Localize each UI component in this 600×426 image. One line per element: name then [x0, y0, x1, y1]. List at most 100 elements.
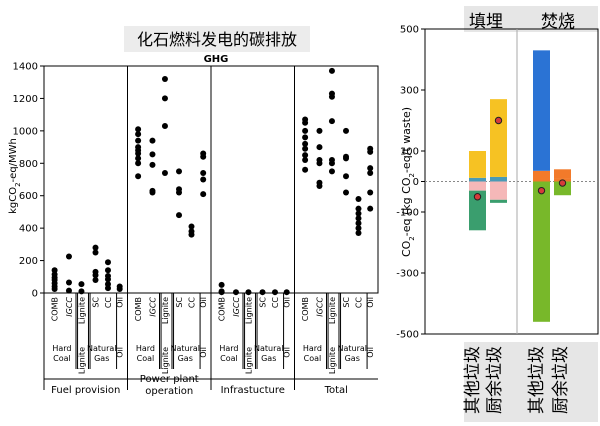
- group-label-gas: Gas: [345, 354, 360, 363]
- chart-subtitle: GHG: [204, 54, 229, 65]
- data-point: [135, 150, 142, 157]
- group-label-lignite: Lignite: [161, 347, 170, 374]
- data-point: [104, 259, 111, 266]
- y-tick-label: 1000: [13, 126, 38, 137]
- data-point: [135, 137, 142, 144]
- group-label-hard: Hard: [219, 344, 238, 353]
- group-label-natural: Natural: [170, 344, 200, 353]
- y-tick-label: -100: [396, 208, 419, 219]
- y-axis-label: CO2-eq (kg CO2-eq/t waste): [400, 107, 416, 257]
- group-label-hard: Hard: [52, 344, 71, 353]
- chart-title: 化石燃料发电的碳排放: [137, 30, 297, 49]
- data-point: [355, 215, 362, 222]
- category-tick-label: IGCC: [148, 297, 157, 317]
- data-point: [302, 166, 309, 173]
- data-point: [343, 173, 350, 180]
- data-point: [104, 285, 111, 292]
- category-tick-label: SC: [175, 297, 184, 308]
- group-label-natural: Natural: [337, 344, 367, 353]
- data-point: [232, 289, 239, 296]
- group-label-incineration: 焚烧: [541, 12, 575, 32]
- category-label: 厨余垃圾: [551, 346, 571, 414]
- data-point: [200, 170, 207, 177]
- category-tick-label: Oil: [116, 297, 125, 308]
- data-point: [78, 281, 85, 288]
- data-point: [316, 127, 323, 134]
- data-point: [200, 176, 207, 183]
- data-point: [343, 127, 350, 134]
- net-value-marker: [494, 116, 503, 125]
- y-tick-label: -500: [396, 330, 419, 341]
- category-tick-label: COMB: [51, 297, 60, 321]
- category-label: 其他垃圾: [527, 346, 547, 414]
- data-point: [135, 160, 142, 167]
- data-point: [316, 160, 323, 167]
- data-point: [259, 289, 266, 296]
- stack-segment: [533, 50, 550, 171]
- data-point: [343, 155, 350, 162]
- data-point: [302, 145, 309, 152]
- data-point: [78, 288, 85, 295]
- title-box: [124, 26, 310, 52]
- group-label-hard: Hard: [303, 344, 322, 353]
- category-tick-label: Oil: [283, 297, 292, 308]
- data-point: [302, 119, 309, 126]
- data-point: [200, 191, 207, 198]
- group-label-coal: Coal: [137, 354, 155, 363]
- stack-segment: [490, 199, 507, 203]
- data-point: [135, 173, 142, 180]
- data-point: [355, 220, 362, 227]
- data-point: [92, 277, 99, 284]
- group-label-gas: Gas: [94, 354, 109, 363]
- category-tick-label: Lignite: [244, 297, 253, 324]
- stack-segment: [469, 181, 486, 191]
- group-label-coal: Coal: [53, 354, 71, 363]
- category-label: 其他垃圾: [463, 346, 483, 414]
- data-point: [116, 285, 123, 292]
- data-point: [161, 75, 168, 82]
- data-point: [355, 225, 362, 232]
- y-axis-label: kgCO2-eq/MWh: [8, 138, 22, 214]
- group-label-landfill: 填埋: [469, 12, 503, 32]
- stack-segment: [469, 177, 486, 182]
- group-label-natural: Natural: [254, 344, 284, 353]
- net-value-marker: [558, 179, 567, 187]
- group-label-lignite: Lignite: [77, 347, 86, 374]
- data-point: [65, 253, 72, 260]
- group-label-lignite: Lignite: [328, 347, 337, 374]
- data-point: [65, 287, 72, 294]
- category-label: 厨余垃圾: [485, 346, 505, 414]
- data-point: [302, 134, 309, 141]
- category-tick-label: CC: [271, 297, 280, 309]
- data-point: [328, 118, 335, 125]
- stack-segment: [554, 169, 571, 179]
- y-tick-label: 500: [400, 25, 419, 36]
- y-tick-label: 1200: [13, 94, 38, 105]
- waste-co2-bar-chart: 填埋 焚烧 CO2-eq (kg CO2-eq/t waste) 500 300 1…: [396, 6, 599, 422]
- y-tick-label: 200: [19, 256, 38, 267]
- net-value-marker: [537, 186, 546, 195]
- data-point: [176, 212, 183, 219]
- group-label-oil: Oil: [199, 347, 208, 358]
- data-point: [328, 67, 335, 74]
- data-point: [355, 205, 362, 212]
- group-label-hard: Hard: [136, 344, 155, 353]
- stack-segment: [554, 181, 571, 196]
- data-point: [92, 249, 99, 256]
- panel-label: Power plant operation: [140, 374, 199, 397]
- data-point: [200, 153, 207, 160]
- data-point: [283, 289, 290, 296]
- data-point: [176, 189, 183, 196]
- category-tick-label: SC: [92, 297, 101, 308]
- data-point: [188, 231, 195, 238]
- category-tick-label: IGCC: [65, 297, 74, 317]
- data-point: [271, 289, 278, 296]
- data-point: [245, 289, 252, 296]
- category-tick-label: Lignite: [77, 297, 86, 324]
- group-label-lignite: Lignite: [244, 347, 253, 374]
- group-label-coal: Coal: [220, 354, 238, 363]
- data-point: [149, 137, 156, 144]
- data-point: [302, 152, 309, 159]
- data-point: [135, 126, 142, 133]
